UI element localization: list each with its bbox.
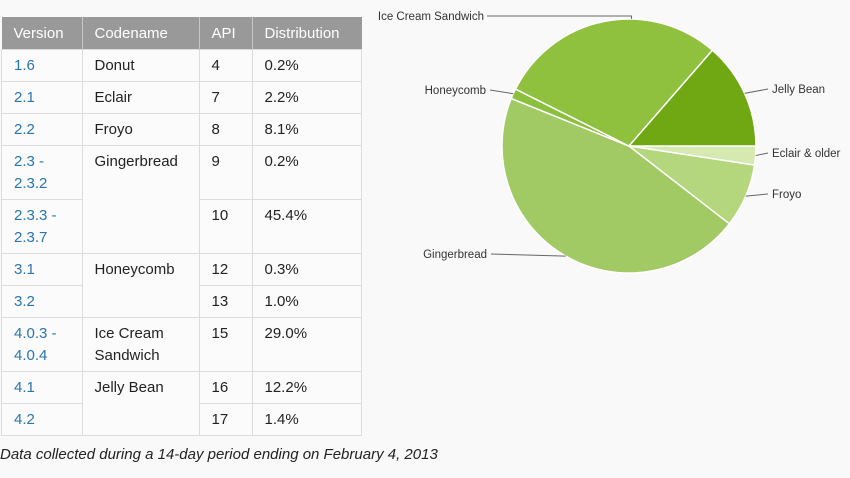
header-version: Version (1, 17, 83, 50)
version-cell[interactable]: 4.1 (1, 371, 83, 404)
version-link-line[interactable]: 4.0.4 (14, 347, 48, 364)
version-cell[interactable]: 2.3.3 - 2.3.7 (1, 199, 83, 254)
pie-leader-line (745, 193, 769, 197)
codename-line: Jelly Bean (94, 379, 164, 396)
codename-line: Honeycomb (94, 261, 175, 278)
codename-line: Gingerbread (94, 153, 178, 170)
version-cell[interactable]: 2.1 (1, 81, 83, 114)
api-cell: 8 (198, 113, 253, 146)
pie-label: Honeycomb (425, 85, 486, 97)
version-cell[interactable]: 4.2 (1, 403, 83, 436)
version-cell[interactable]: 2.2 (1, 113, 83, 146)
table-header-row: Version Codename API Distribution (1, 17, 362, 50)
version-link-line[interactable]: 2.2 (14, 121, 35, 138)
api-cell: 15 (198, 317, 253, 372)
api-cell: 12 (198, 253, 253, 286)
api-cell: 16 (198, 371, 253, 404)
version-link-line[interactable]: 4.0.3 - (14, 325, 57, 342)
version-link-line[interactable]: 4.1 (14, 379, 35, 396)
pie-leader-line (755, 152, 769, 157)
version-link-line[interactable]: 3.1 (14, 261, 35, 278)
pie-slice-gingerbread[interactable] (501, 97, 731, 274)
table-row: 4.0.3 - 4.0.4 Ice Cream Sandwich 15 29.0% (1, 317, 362, 372)
codename-line: Eclair (94, 89, 133, 106)
api-cell: 7 (198, 81, 253, 114)
codename-line: Froyo (94, 121, 133, 138)
version-link-line[interactable]: 1.6 (14, 57, 35, 74)
header-distribution: Distribution (252, 17, 362, 50)
codename-line: Sandwich (94, 347, 160, 364)
pie-label: Gingerbread (423, 249, 487, 261)
codename-cell: Eclair (81, 81, 200, 114)
distribution-cell: 0.2% (251, 145, 362, 200)
distribution-cell: 8.1% (251, 113, 362, 146)
api-cell: 13 (198, 285, 253, 318)
distribution-cell: 12.2% (251, 371, 362, 404)
version-cell[interactable]: 4.0.3 - 4.0.4 (1, 317, 83, 372)
pie-leader-line (744, 88, 769, 94)
table-row: 2.3.3 - 2.3.7 10 45.4% (1, 199, 362, 254)
header-codename: Codename (82, 17, 200, 50)
api-cell: 9 (198, 145, 253, 200)
version-cell[interactable]: 2.3 - 2.3.2 (1, 145, 83, 200)
pie-leader-line (490, 253, 566, 257)
api-cell: 10 (198, 199, 253, 254)
codename-line: Ice Cream (94, 325, 164, 342)
table-body: 1.6 Donut 4 0.2% 2.1 Eclair 7 2.2% 2.2 Froyo 8 8.1%… (1, 49, 362, 436)
distribution-cell: 29.0% (251, 317, 362, 372)
pie-label: Ice Cream Sandwich (378, 11, 484, 23)
version-cell[interactable]: 3.2 (1, 285, 83, 318)
distribution-cell: 45.4% (251, 199, 362, 254)
version-cell[interactable]: 1.6 (1, 49, 83, 82)
version-link-line[interactable]: 2.3.2 (14, 175, 48, 192)
distribution-cell: 0.3% (251, 253, 362, 286)
codename-cell: Froyo (81, 113, 200, 146)
pie-slice-ice-cream-sandwich[interactable] (514, 18, 714, 147)
version-link-line[interactable]: 2.3.7 (14, 229, 48, 246)
distribution-cell: 2.2% (251, 81, 362, 114)
api-cell: 17 (198, 403, 253, 436)
version-link-line[interactable]: 3.2 (14, 293, 35, 310)
distribution-cell: 1.4% (251, 403, 362, 436)
distribution-pie-chart: Eclair & older Froyo Gingerbread Honeycomb I… (378, 11, 841, 274)
table-row: 3.1 Honeycomb 12 0.3% (1, 253, 362, 318)
data-collection-note: Data collected during a 14-day period en… (0, 446, 438, 463)
table-row: 4.1 Jelly Bean 16 12.2% (1, 371, 362, 436)
codename-cell: Donut (81, 49, 200, 82)
version-link-line[interactable]: 2.3 - (14, 153, 45, 170)
table-row: 2.3 - 2.3.2 Gingerbread 9 0.2% (1, 145, 362, 254)
codename-line: Donut (94, 57, 135, 74)
version-link-line[interactable]: 2.1 (14, 89, 35, 106)
codename-cell: Honeycomb (81, 253, 200, 318)
pie-leader-line (487, 15, 633, 20)
version-link-line[interactable]: 4.2 (14, 411, 35, 428)
distribution-cell: 1.0% (251, 285, 362, 318)
header-api: API (199, 17, 253, 50)
table-row: 4.2 17 1.4% (1, 403, 362, 436)
api-cell: 4 (198, 49, 253, 82)
codename-cell: Gingerbread (81, 145, 200, 254)
pie-label: Eclair & older (772, 148, 841, 160)
codename-cell: Jelly Bean (81, 371, 200, 436)
pie-label: Jelly Bean (772, 84, 825, 96)
table-row: 2.1 Eclair 7 2.2% (1, 81, 362, 114)
codename-cell: Ice Cream Sandwich (81, 317, 200, 372)
table-row: 1.6 Donut 4 0.2% (1, 49, 362, 82)
distribution-cell: 0.2% (251, 49, 362, 82)
version-cell[interactable]: 3.1 (1, 253, 83, 286)
pie-label: Froyo (772, 189, 801, 201)
version-link-line[interactable]: 2.3.3 - (14, 207, 57, 224)
pie-slice-jelly-bean[interactable] (627, 49, 757, 147)
table-row: 2.2 Froyo 8 8.1% (1, 113, 362, 146)
pie-leader-line (489, 89, 514, 95)
distribution-table: Version Codename API Distribution 1.6 Don… (1, 17, 362, 436)
